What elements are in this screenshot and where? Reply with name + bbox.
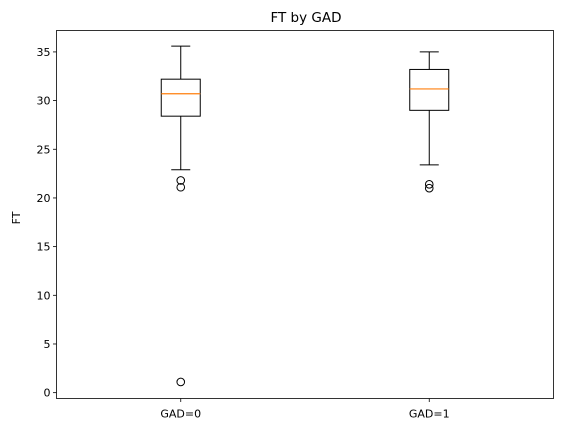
y-tick-label-25: 25 — [37, 143, 51, 156]
y-axis: 0 5 10 15 20 25 30 35 — [37, 46, 57, 400]
outlier-point-2 — [424, 183, 434, 193]
outlier-point-1 — [424, 180, 434, 189]
x-tick-label-1: GAD=0 — [160, 408, 201, 421]
y-tick-label-15: 15 — [37, 241, 51, 254]
x-axis: GAD=0 GAD=1 — [160, 398, 450, 421]
iqr-box — [409, 68, 450, 111]
x-tick-label-2: GAD=1 — [409, 408, 450, 421]
y-tick-label-0: 0 — [44, 387, 51, 400]
y-tick-label-5: 5 — [44, 338, 51, 351]
outlier-point-2 — [176, 182, 186, 192]
y-tick-label-30: 30 — [37, 95, 51, 108]
iqr-box — [160, 78, 201, 117]
y-tick-label-10: 10 — [37, 289, 51, 302]
box-group-1 — [160, 45, 201, 387]
outlier-point-3 — [176, 377, 186, 387]
plot-frame — [56, 30, 554, 399]
chart-title: FT by GAD — [270, 10, 341, 26]
box-group-2 — [409, 51, 450, 193]
y-tick-label-35: 35 — [37, 46, 51, 59]
y-tick-label-20: 20 — [37, 192, 51, 205]
y-axis-label: FT — [10, 211, 23, 224]
box-series — [160, 45, 450, 387]
outlier-point-1 — [176, 176, 186, 185]
